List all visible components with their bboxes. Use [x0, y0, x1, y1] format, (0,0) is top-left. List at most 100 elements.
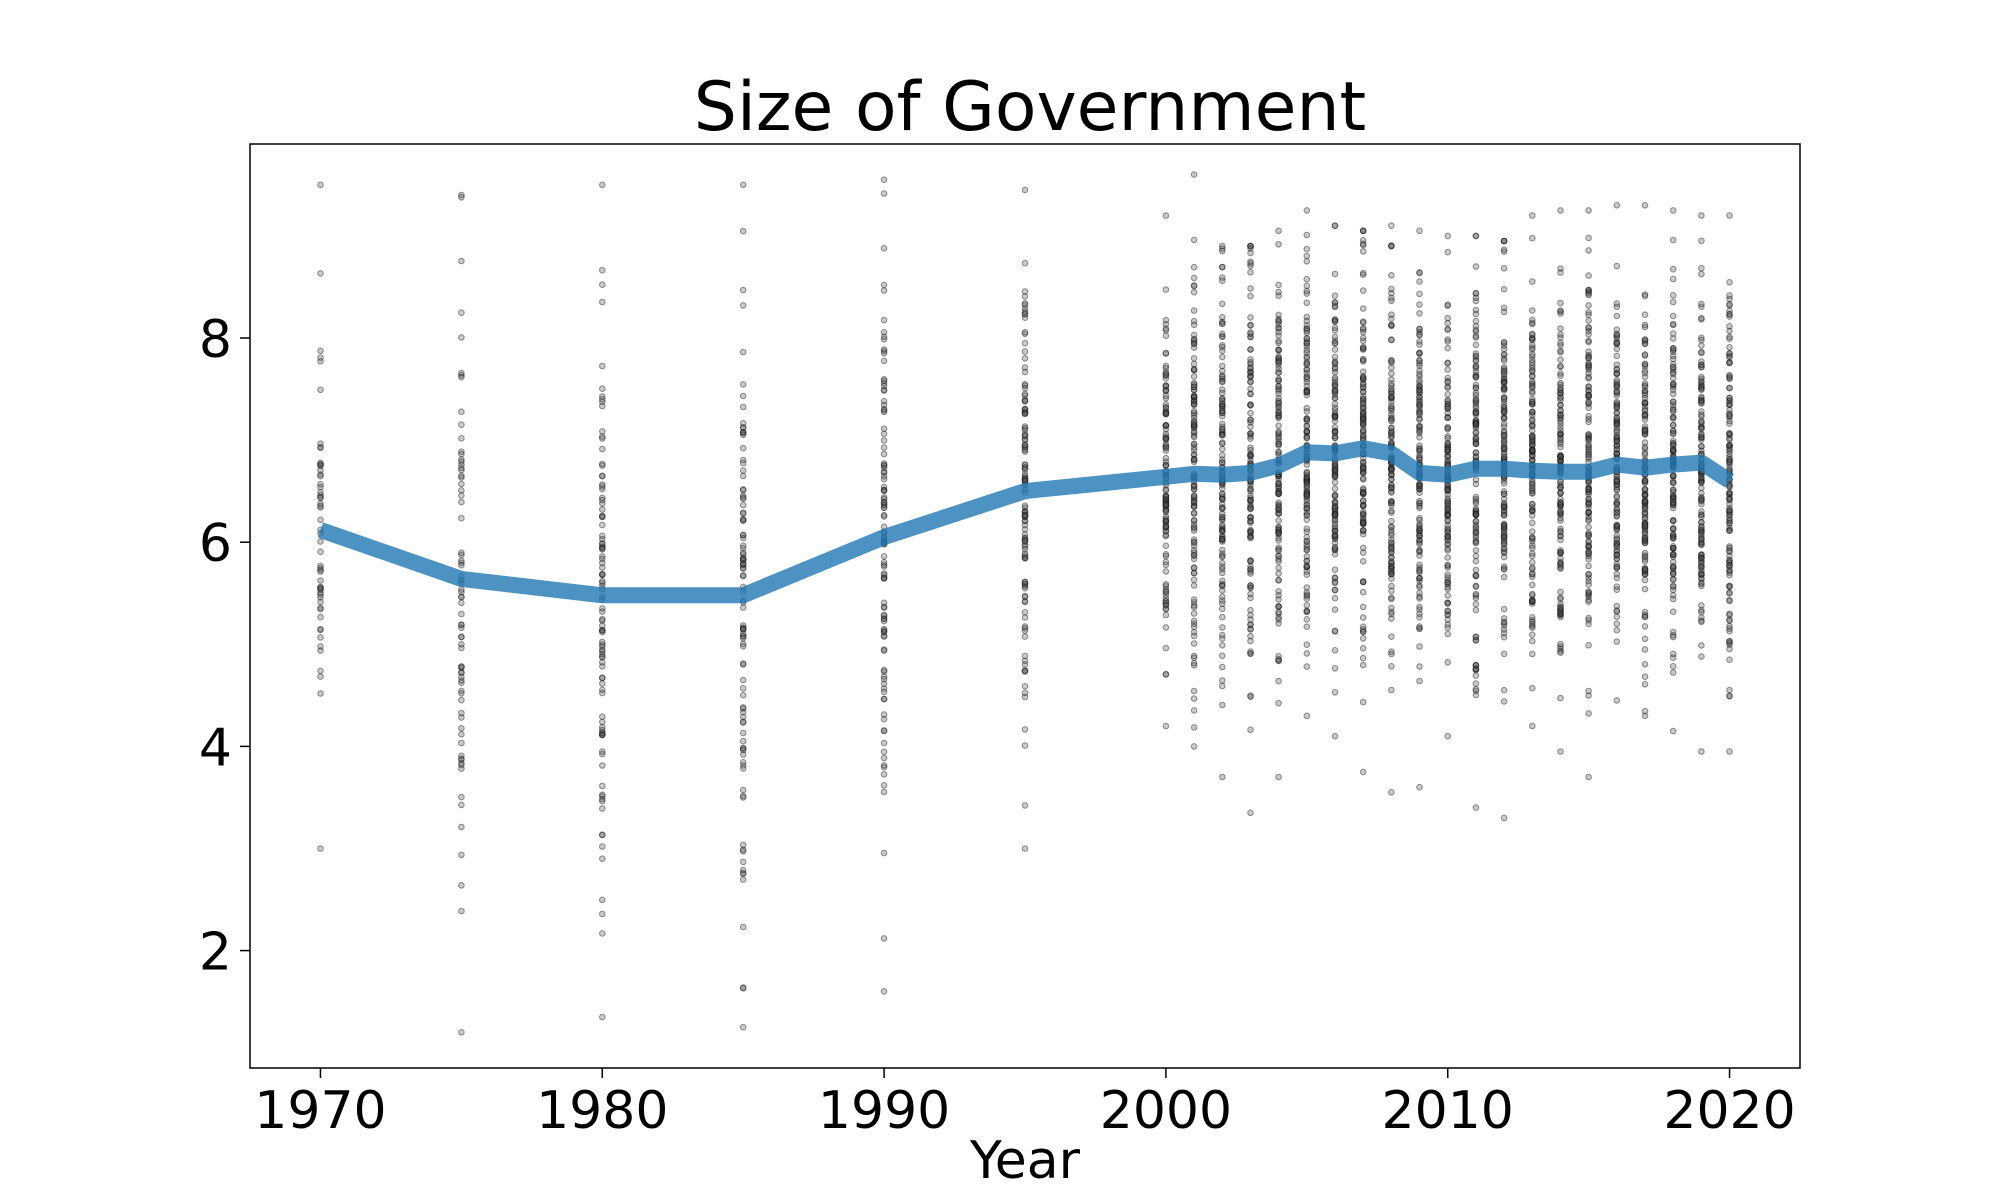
- data-point: [599, 843, 606, 850]
- data-point: [599, 648, 606, 655]
- data-point: [1303, 501, 1311, 509]
- data-point: [1247, 496, 1254, 504]
- data-point: [1444, 400, 1451, 408]
- data-point: [739, 181, 747, 189]
- data-point: [1021, 432, 1029, 440]
- data-point: [1416, 532, 1423, 540]
- data-point: [1303, 404, 1311, 412]
- data-point: [1698, 342, 1705, 349]
- data-point: [1472, 310, 1480, 318]
- data-point: [317, 516, 324, 524]
- data-point: [739, 624, 747, 632]
- data-point: [1388, 315, 1395, 323]
- data-point: [1021, 593, 1029, 601]
- data-point: [1190, 360, 1198, 368]
- data-point: [1190, 456, 1198, 464]
- data-point: [1669, 298, 1677, 306]
- data-point: [1219, 440, 1226, 448]
- data-point: [1669, 275, 1677, 283]
- data-point: [1190, 367, 1198, 374]
- data-point: [1303, 258, 1311, 265]
- data-point: [1585, 710, 1592, 717]
- data-point: [1021, 512, 1029, 520]
- data-point: [1585, 588, 1592, 595]
- data-point: [1331, 574, 1339, 582]
- data-point: [1331, 299, 1339, 306]
- data-point: [1669, 312, 1677, 320]
- data-point: [880, 695, 888, 703]
- data-point: [1331, 414, 1339, 421]
- data-point: [1359, 490, 1367, 498]
- data-point: [1669, 650, 1677, 658]
- data-point: [880, 329, 888, 336]
- data-point: [1359, 415, 1367, 422]
- data-point: [1190, 503, 1198, 510]
- data-point: [1416, 504, 1423, 512]
- data-point: [1247, 453, 1254, 460]
- data-point: [1388, 289, 1395, 297]
- data-point: [1388, 570, 1395, 577]
- data-point: [1359, 511, 1367, 518]
- data-point: [1021, 592, 1029, 600]
- data-point: [1726, 597, 1733, 605]
- data-point: [739, 876, 747, 883]
- data-point: [880, 245, 888, 252]
- data-point: [1331, 503, 1339, 511]
- data-point: [1021, 314, 1029, 322]
- data-point: [1388, 428, 1395, 435]
- data-point: [458, 464, 465, 472]
- data-point: [1331, 516, 1339, 524]
- data-point: [1444, 338, 1451, 345]
- data-point: [1529, 367, 1536, 374]
- data-point: [1190, 632, 1198, 640]
- data-point: [1641, 646, 1649, 653]
- data-point: [317, 562, 324, 570]
- data-point: [1331, 498, 1339, 506]
- data-point: [1162, 499, 1170, 507]
- data-point: [458, 599, 465, 607]
- data-point: [1669, 398, 1677, 405]
- data-point: [1190, 564, 1198, 572]
- data-point: [880, 603, 888, 611]
- data-point: [1388, 364, 1395, 372]
- data-point: [1500, 480, 1508, 487]
- data-point: [1303, 623, 1311, 631]
- data-point: [1190, 307, 1198, 314]
- data-point: [1190, 397, 1198, 404]
- data-point: [1162, 447, 1170, 454]
- data-point: [1162, 382, 1170, 390]
- data-point: [1303, 543, 1311, 551]
- data-point: [1162, 386, 1170, 394]
- data-point: [1388, 433, 1395, 441]
- data-point: [1303, 498, 1311, 505]
- data-point: [1021, 689, 1029, 697]
- data-point: [1303, 616, 1311, 623]
- data-point: [599, 513, 606, 521]
- data-point: [1190, 451, 1198, 459]
- data-point: [1472, 290, 1480, 297]
- data-point: [1247, 494, 1254, 502]
- data-point: [1529, 684, 1536, 692]
- data-point: [1247, 625, 1254, 633]
- data-point: [1613, 607, 1621, 614]
- data-point: [1219, 333, 1226, 340]
- data-point: [1416, 500, 1423, 507]
- data-point: [739, 431, 747, 439]
- data-point: [1416, 456, 1423, 464]
- data-point: [1190, 383, 1198, 391]
- data-point: [1698, 642, 1705, 649]
- data-point: [1613, 427, 1621, 434]
- data-point: [1219, 546, 1226, 554]
- data-point: [1557, 372, 1564, 380]
- data-point: [1726, 547, 1733, 554]
- data-point: [880, 501, 888, 509]
- data-point: [1275, 227, 1282, 235]
- data-point: [1190, 654, 1198, 662]
- data-point: [1416, 625, 1423, 633]
- data-point: [1219, 500, 1226, 508]
- data-point: [1331, 471, 1339, 478]
- data-point: [1500, 814, 1508, 822]
- data-point: [1388, 402, 1395, 410]
- data-point: [1275, 347, 1282, 354]
- data-point: [1529, 350, 1536, 358]
